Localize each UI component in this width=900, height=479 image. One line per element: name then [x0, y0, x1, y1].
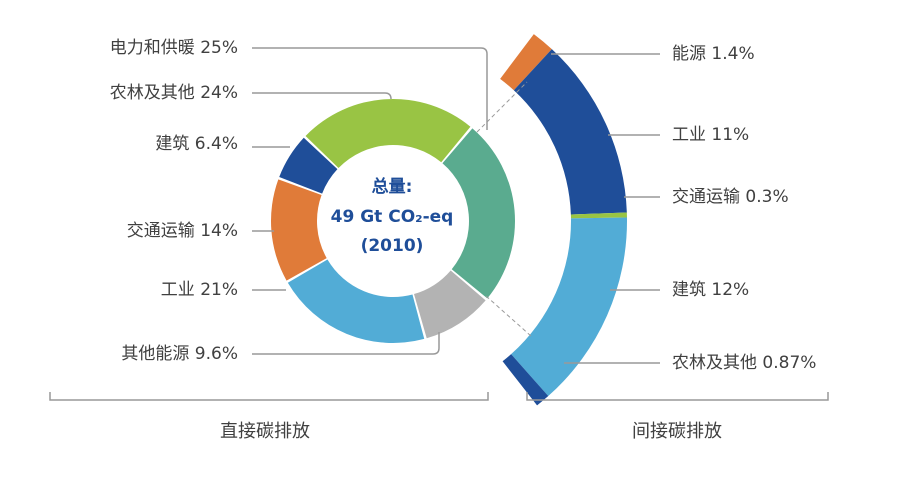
connector-top	[476, 81, 528, 133]
donut-slice-电力和供暖	[442, 128, 515, 299]
leader-direct-其他能源	[252, 332, 440, 355]
label-indirect-建筑: 建筑 12%	[672, 280, 749, 300]
center-label-line-2: 49 Gt CO₂-eq	[331, 207, 454, 227]
indirect-emissions-arc	[500, 34, 627, 406]
label-direct-交通运输: 交通运输 14%	[127, 221, 238, 241]
center-label-line-3: (2010)	[361, 236, 424, 256]
label-direct-其他能源: 其他能源 9.6%	[121, 344, 238, 364]
direct-bracket	[49, 392, 489, 401]
donut-slice-交通运输	[270, 179, 327, 281]
leader-direct-电力和供暖	[252, 47, 488, 130]
donut-slice-建筑	[279, 137, 338, 194]
arc-segment-交通运输	[570, 212, 627, 219]
donut-slice-工业	[287, 259, 425, 343]
leader-direct-农林及其他	[252, 92, 392, 100]
label-direct-建筑: 建筑 6.4%	[155, 134, 238, 154]
center-label-line-1: 总量:	[372, 176, 413, 197]
label-indirect-工业: 工业 11%	[672, 125, 749, 145]
label-indirect-能源: 能源 1.4%	[672, 44, 755, 64]
arc-segment-农林及其他	[502, 354, 549, 406]
indirect-emissions-title: 间接碳排放	[632, 421, 722, 442]
donut-slice-其他能源	[413, 270, 486, 339]
indirect-bracket	[526, 392, 829, 401]
donut-slice-农林及其他	[305, 98, 471, 169]
label-indirect-交通运输: 交通运输 0.3%	[672, 187, 789, 207]
label-direct-工业: 工业 21%	[161, 280, 238, 300]
label-indirect-农林及其他: 农林及其他 0.87%	[672, 353, 816, 373]
leader-lines	[252, 47, 660, 364]
arc-segment-能源	[500, 34, 552, 91]
slice-labels: 电力和供暖 25% 农林及其他 24% 建筑 6.4% 交通运输 14% 工业 21% 其…	[110, 38, 817, 373]
label-direct-电力和供暖: 电力和供暖 25%	[110, 38, 238, 58]
arc-segment-建筑	[511, 217, 627, 397]
connector-bottom	[485, 295, 532, 337]
direct-emissions-donut	[270, 98, 515, 343]
direct-emissions-title: 直接碳排放	[220, 421, 310, 442]
arc-segment-工业	[513, 49, 627, 215]
label-direct-农林及其他: 农林及其他 24%	[110, 83, 238, 103]
